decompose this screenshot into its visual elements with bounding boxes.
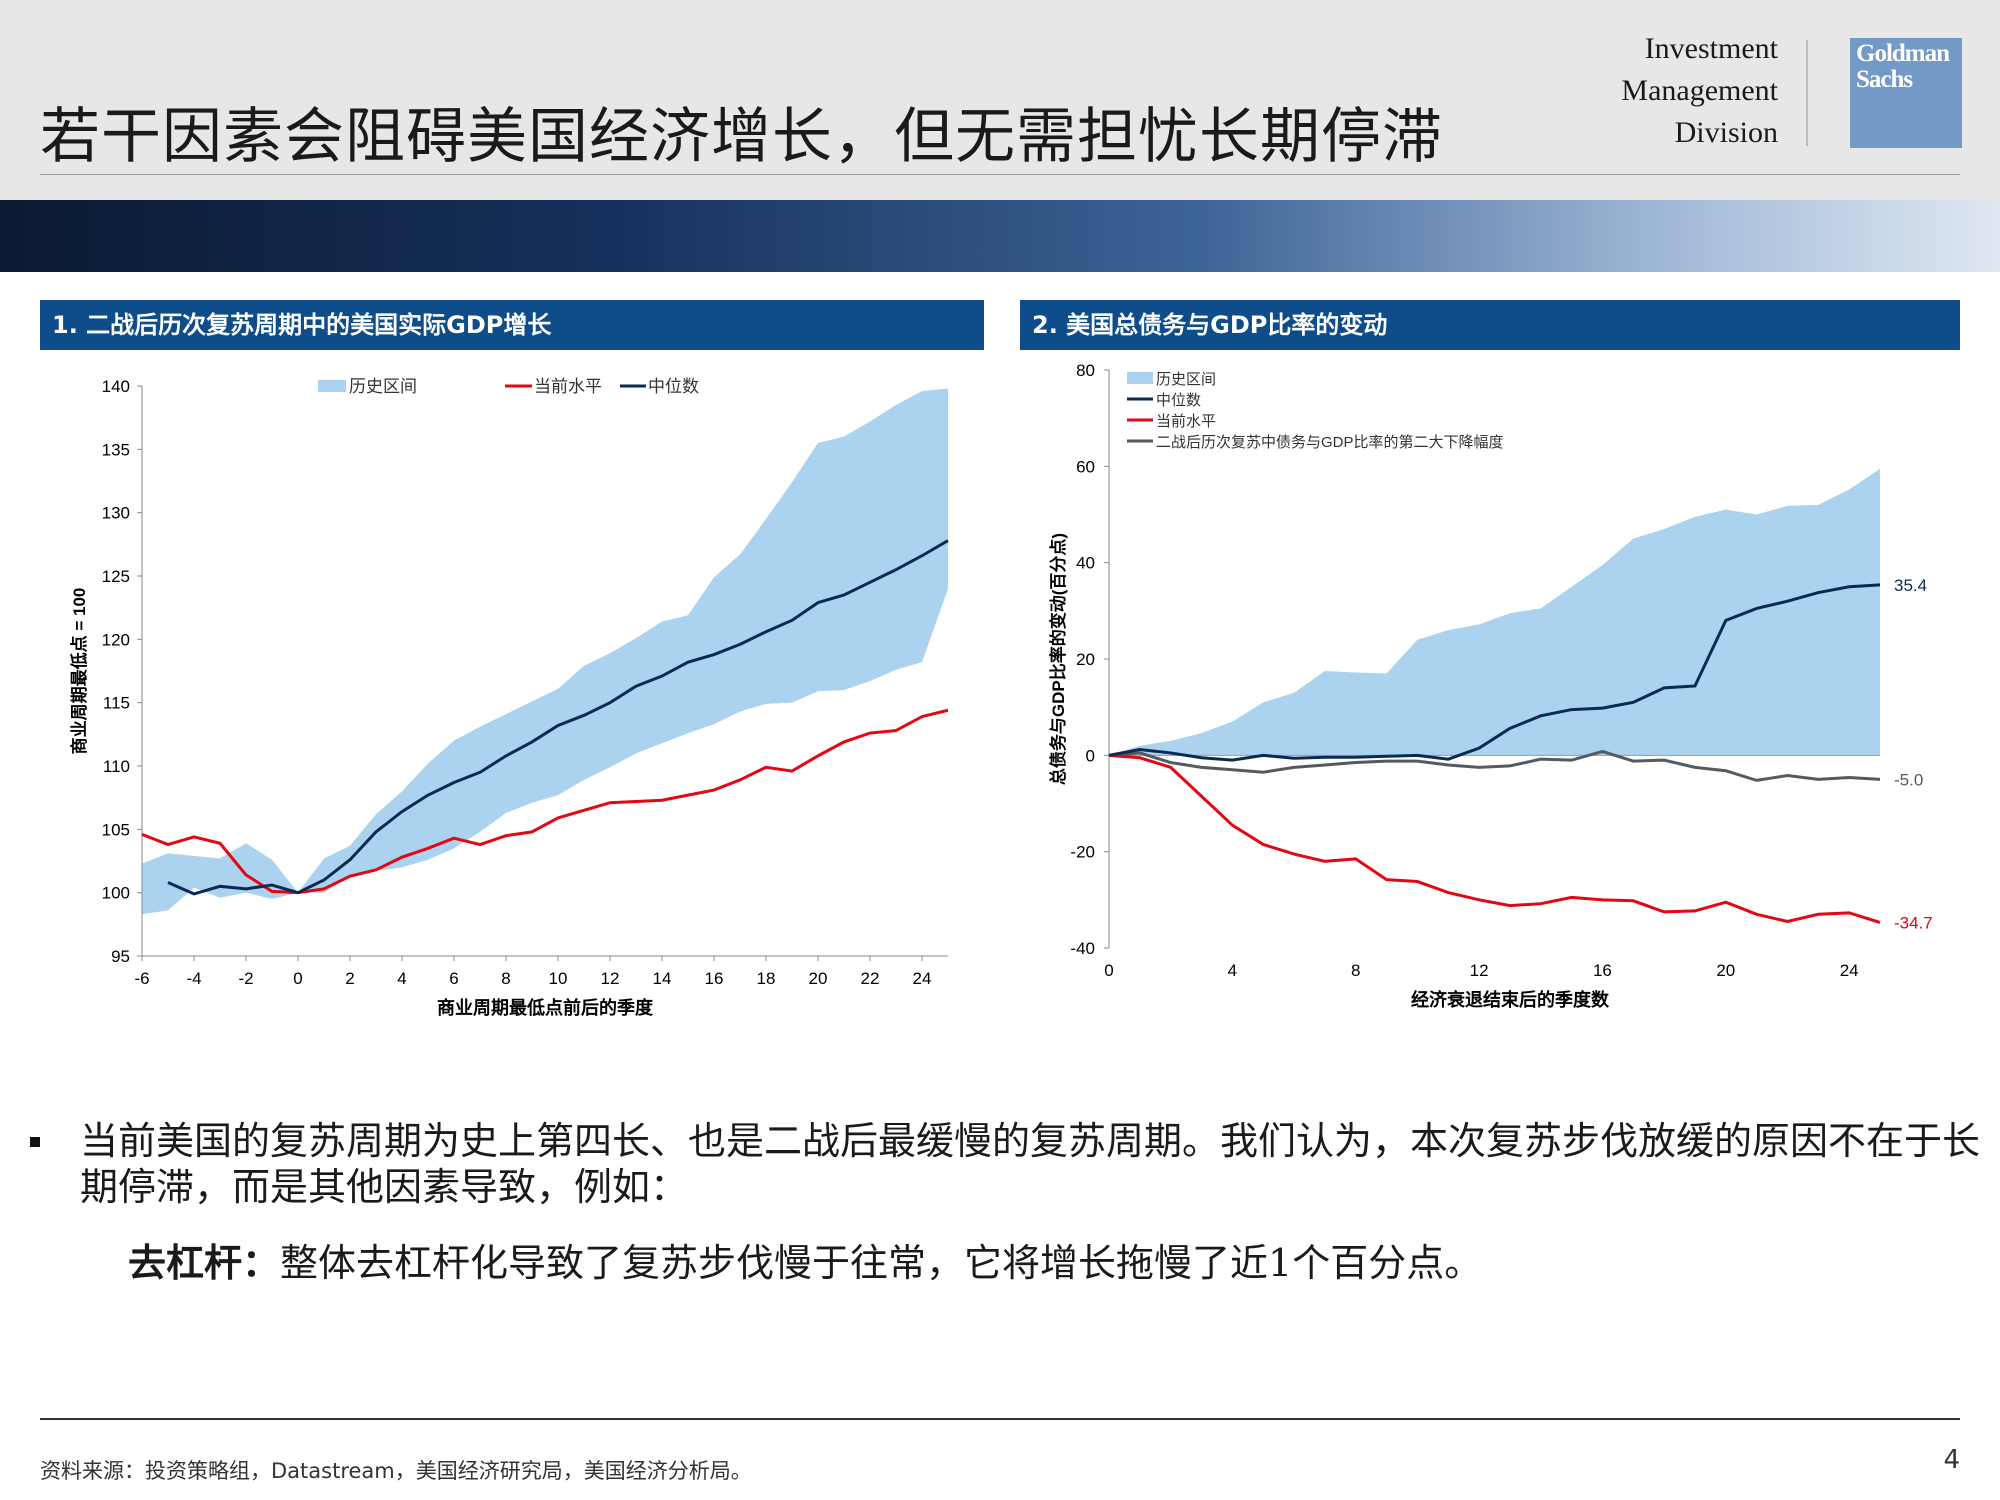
- sub-label: 去杠杆：: [128, 1241, 281, 1285]
- footer-rule: [40, 1418, 1960, 1420]
- end-label-second: -5.0: [1894, 770, 1923, 789]
- legend-swatch-band: [318, 380, 346, 392]
- x-tick-label: 16: [1593, 961, 1612, 980]
- panel2-title: 2. 美国总债务与GDP比率的变动: [1020, 300, 1960, 350]
- current-level-line: [141, 708, 949, 895]
- current-level-line: [1108, 753, 1881, 924]
- y-tick-label: 40: [1076, 554, 1095, 573]
- division-line-2: Management: [1621, 74, 1778, 107]
- y-tick-label: 125: [102, 567, 130, 586]
- goldman-sachs-logo: Goldman Sachs: [1850, 38, 1962, 148]
- legend-label-band: 历史区间: [1156, 371, 1216, 388]
- x-tick-label: 6: [449, 969, 458, 988]
- y-tick-label: 95: [111, 947, 130, 966]
- x-tick-label: 12: [1470, 961, 1489, 980]
- legend-label-median: 中位数: [648, 377, 699, 396]
- legend-label-band: 历史区间: [349, 377, 417, 396]
- gradient-band: [0, 200, 2000, 272]
- x-tick-label: 12: [601, 969, 620, 988]
- y-axis-title: 商业周期最低点 = 100: [69, 588, 89, 755]
- bullet-paragraph: 当前美国的复苏周期为史上第四长、也是二战后最缓慢的复苏周期。我们认为，本次复苏步…: [80, 1119, 1981, 1209]
- debt-gdp-chart: -40 -20 0 20 40 60 80 0 4 8 12 16 20 24 35.4 -5.0 -34.7 经…: [1048, 361, 1933, 1010]
- y-tick-label: 135: [102, 440, 130, 459]
- page-title: 若干因素会阻碍美国经济增长，但无需担忧长期停滞: [40, 102, 1443, 172]
- x-tick-label: 4: [1228, 961, 1237, 980]
- x-tick-label: 24: [1840, 961, 1859, 980]
- x-tick-label: 2: [345, 969, 354, 988]
- second-largest-decline-line: [1108, 749, 1881, 782]
- x-tick-label: -2: [238, 969, 253, 988]
- logo-line-2: Sachs: [1856, 66, 1913, 93]
- page-number: 4: [1943, 1445, 1960, 1475]
- x-tick-label: 18: [757, 969, 776, 988]
- y-tick-label: 80: [1076, 361, 1095, 380]
- x-axis-title: 商业周期最低点前后的季度: [437, 997, 654, 1018]
- x-tick-label: 10: [549, 969, 568, 988]
- legend-swatch-band: [1127, 372, 1153, 384]
- y-tick-label: 100: [102, 884, 130, 903]
- x-tick-label: 22: [861, 969, 880, 988]
- division-name: Investment Management Division: [1621, 28, 1778, 154]
- x-tick-label: 24: [913, 969, 932, 988]
- x-tick-label: 20: [1716, 961, 1735, 980]
- y-tick-label: -40: [1070, 939, 1095, 958]
- legend-label-second: 二战后历次复苏中债务与GDP比率的第二大下降幅度: [1156, 433, 1504, 451]
- x-tick-label: -4: [186, 969, 201, 988]
- sub-body: 整体去杠杆化导致了复苏步伐慢于往常，它将增长拖慢了近1个百分点。: [280, 1241, 1483, 1285]
- y-tick-label: 0: [1086, 746, 1095, 765]
- source-note: 资料来源：投资策略组，Datastream，美国经济研究局，美国经济分析局。: [40, 1459, 752, 1483]
- y-axis-title: 总债务与GDP比率的变动(百分点): [1048, 533, 1068, 785]
- x-tick-label: 0: [293, 969, 302, 988]
- x-tick-label: 0: [1104, 961, 1113, 980]
- median-line: [1108, 583, 1881, 762]
- median-line: [167, 539, 949, 896]
- historical-range-band: [1109, 468, 1880, 756]
- panel1-title: 1. 二战后历次复苏周期中的美国实际GDP增长: [40, 300, 984, 350]
- y-tick-label: 110: [103, 757, 130, 776]
- header-rule: [40, 174, 1960, 175]
- y-tick-label: 120: [102, 630, 130, 649]
- x-tick-label: 8: [501, 969, 510, 988]
- legend-label-current: 当前水平: [534, 377, 602, 396]
- header-bar: 若干因素会阻碍美国经济增长，但无需担忧长期停滞 Investment Manag…: [0, 0, 2000, 200]
- x-tick-label: 8: [1351, 961, 1360, 980]
- x-tick-label: 20: [809, 969, 828, 988]
- logo-line-1: Goldman: [1856, 40, 1950, 67]
- sub-paragraph: 去杠杆：整体去杠杆化导致了复苏步伐慢于往常，它将增长拖慢了近1个百分点。: [128, 1240, 1482, 1286]
- x-tick-label: -6: [134, 969, 149, 988]
- y-tick-label: 105: [102, 820, 130, 839]
- end-label-current: -34.7: [1894, 913, 1933, 932]
- division-line-1: Investment: [1644, 32, 1778, 65]
- x-tick-label: 16: [705, 969, 724, 988]
- y-tick-label: -20: [1070, 843, 1095, 862]
- bullet-marker: [30, 1137, 40, 1147]
- legend-label-median: 中位数: [1156, 392, 1201, 409]
- y-tick-label: 115: [103, 694, 130, 713]
- header-divider: [1806, 40, 1808, 146]
- x-axis-title: 经济衰退结束后的季度数: [1411, 989, 1610, 1010]
- legend-label-current: 当前水平: [1156, 413, 1216, 430]
- y-tick-label: 20: [1076, 650, 1095, 669]
- end-label-median: 35.4: [1894, 576, 1927, 595]
- x-tick-label: 4: [397, 969, 406, 988]
- x-tick-label: 14: [653, 969, 672, 988]
- y-tick-label: 130: [102, 504, 130, 523]
- y-tick-label: 140: [102, 377, 130, 396]
- division-line-3: Division: [1674, 116, 1778, 149]
- historical-range-band: [142, 388, 948, 915]
- y-tick-label: 60: [1076, 457, 1095, 476]
